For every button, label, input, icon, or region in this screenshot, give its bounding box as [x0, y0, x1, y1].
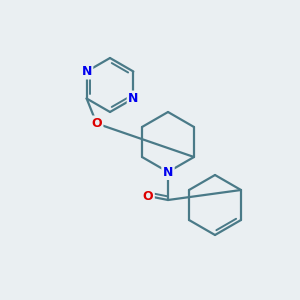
Text: N: N	[163, 166, 173, 178]
Text: N: N	[81, 65, 92, 78]
Text: N: N	[128, 92, 139, 105]
Text: O: O	[143, 190, 153, 202]
Text: O: O	[91, 117, 102, 130]
